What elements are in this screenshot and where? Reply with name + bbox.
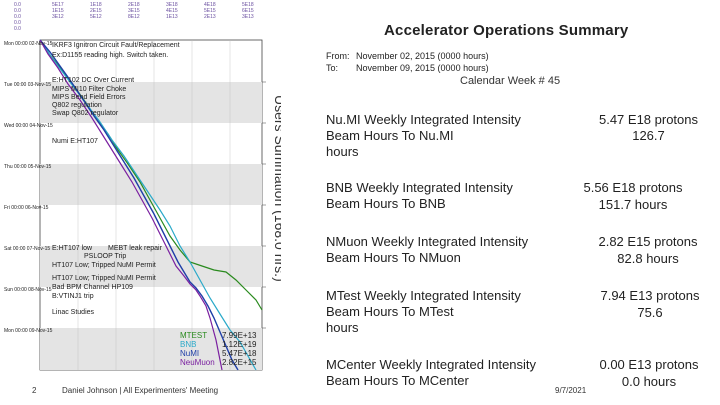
svg-text:2E18: 2E18 [128,2,140,8]
svg-text:5E15: 5E15 [204,8,216,14]
svg-text:2E13: 2E13 [204,14,216,20]
day-label: Thu 00:00 05-Nov-15 [4,164,52,170]
legend-bnb-value: 1.12E+19 [222,340,257,349]
plot-annotation: E:HT102 DC Over Current [52,77,135,84]
experiment-mtest-label: MTest Weekly Integrated Intensity Beam H… [326,288,521,336]
svg-text:8E12: 8E12 [128,14,140,20]
label-line: BNB Weekly Integrated Intensity [326,180,513,195]
svg-text:0.0: 0.0 [14,26,21,32]
svg-text:5E12: 5E12 [90,14,102,20]
bnb-hours: 151.7 hours [598,197,668,212]
calendar-week: Calendar Week # 45 [460,75,561,87]
bnb-intensity: 5.56 E18 protons [583,180,683,195]
label-line: Beam Hours To Nu.MI [326,128,454,143]
plot-annotation: MIPS Bend Field Errors [52,94,126,101]
from-value: November 02, 2015 (0000 hours) [356,51,489,61]
label-line: NMuon Weekly Integrated Intensity [326,234,529,249]
svg-text:0.0: 0.0 [14,2,21,8]
mcenter-intensity: 0.00 E13 protons [599,357,699,372]
to-label: To: [326,63,339,73]
plot-annotation: Ex:D1155 reading high. Switch taken. [52,52,169,59]
mtest-intensity: 7.94 E13 protons [600,288,700,303]
plot-annotation: E:HT107 low [52,245,93,252]
mtest-hours: 75.6 [637,305,663,320]
to-value: November 09, 2015 (0000 hours) [356,63,489,73]
legend-mtest-value: 7.99E+13 [222,331,257,340]
svg-text:Users Summation (168.0 hrs.): Users Summation (168.0 hrs.) [272,95,281,282]
day-label: Wed 00:00 04-Nov-15 [4,123,53,129]
neumuon-curve [39,39,223,371]
plot-vertical-title: Users Summation (168.0 hrs.) [272,95,281,282]
svg-text:1E15: 1E15 [52,8,64,14]
plot-annotation: MIPS MI10 Filter Choke [52,86,127,93]
label-line: Nu.MI Weekly Integrated Intensity [326,112,521,127]
nmuon-hours: 82.8 hours [617,251,679,266]
label-line: hours [326,320,359,335]
legend-neumuon-value: 2.82E+15 [222,358,257,367]
svg-text:0.0: 0.0 [14,14,21,20]
footer-date: 9/7/2021 [555,386,587,395]
date-range: From: November 02, 2015 (0000 hours) To: N… [326,50,489,74]
day-label: Fri 00:00 06-Nov-15 [4,205,49,211]
from-label: From: [326,51,350,61]
experiment-nmuon-label: NMuon Weekly Integrated Intensity Beam H… [326,234,528,266]
numi-intensity: 5.47 E18 protons [598,112,699,127]
plot-annotation: Numi E:HT107 [52,138,98,145]
svg-text:0.0: 0.0 [14,8,21,14]
label-line: Beam Hours To NMuon [326,250,461,265]
svg-text:4E18: 4E18 [204,2,216,8]
svg-text:6E15: 6E15 [242,8,254,14]
label-line: MCenter Weekly Integrated Intensity [326,357,537,372]
plot-annotation: MEBT leak repair [108,245,162,252]
svg-text:3E15: 3E15 [128,8,140,14]
numi-hours: 126.7 [632,128,665,143]
plot-annotation: B:VTINJ1 trip [52,293,94,300]
page-title: Accelerator Operations Summary [384,22,629,39]
plot-annotation: HT107 Low; Tripped NuMI Permit [52,275,156,282]
svg-text:1E13: 1E13 [166,14,178,20]
plot-annotation: PSLOOP Trip [84,253,127,260]
plot-annotation: Bad BPM Channel HP109 [52,284,133,291]
presenter-footer: Daniel Johnson | All Experimenters' Meet… [62,386,219,395]
label-line: MTest Weekly Integrated Intensity [326,288,521,303]
legend-bnb-name: BNB [180,340,197,349]
svg-text:3E18: 3E18 [166,2,178,8]
legend-neumuon-name: NeuMuon [180,358,215,367]
mcenter-hours: 0.0 hours [621,374,677,389]
plot-annotation: IKRF3 Ignitron Circuit Fault/Replacement [52,42,180,49]
svg-text:0.0: 0.0 [14,20,21,26]
numi-curve [39,39,239,371]
svg-text:1E18: 1E18 [90,2,102,8]
legend-mtest-name: MTEST [180,331,208,340]
day-label: Mon 00:00 09-Nov-15 [4,328,53,334]
day-label: Mon 00:00 02-Nov-15 [4,41,53,47]
day-label: Sun 00:00 08-Nov-15 [4,287,52,293]
plot-annotation: HT107 Low; Tripped NuMI Permit [52,262,156,269]
experiment-bnb-label: BNB Weekly Integrated Intensity Beam Hou… [326,180,513,212]
experiment-mcenter-label: MCenter Weekly Integrated Intensity Beam… [326,357,536,389]
label-line: Beam Hours To MTest [326,304,454,319]
nmuon-intensity: 2.82 E15 protons [598,234,698,249]
day-label: Sat 00:00 07-Nov-15 [4,246,51,252]
plot-annotation: Q802 regulation [52,102,102,109]
plot-annotation: Linac Studies [52,309,95,316]
svg-text:3E12: 3E12 [52,14,64,20]
day-label: Tue 00:00 03-Nov-15 [4,82,52,88]
legend-numi-value: 5.47E+18 [222,349,257,358]
svg-text:5E17: 5E17 [52,2,64,8]
label-line: Beam Hours To MCenter [326,373,469,388]
users-summation-plot: 0.0 0.0 0.0 0.0 0.0 5E17 1E15 3E12 1E18 2E15 5E1… [0,0,290,405]
legend-numi-name: NuMI [180,349,200,358]
page-number: 2 [32,386,37,395]
label-line: hours [326,144,359,159]
label-line: Beam Hours To BNB [326,196,446,211]
svg-text:3E13: 3E13 [242,14,254,20]
experiment-numi-label: Nu.MI Weekly Integrated Intensity Beam H… [326,112,521,160]
svg-text:4E15: 4E15 [166,8,178,14]
svg-text:5E18: 5E18 [242,2,254,8]
svg-text:2E15: 2E15 [90,8,102,14]
plot-annotation: Swap Q802 regulator [52,110,119,117]
